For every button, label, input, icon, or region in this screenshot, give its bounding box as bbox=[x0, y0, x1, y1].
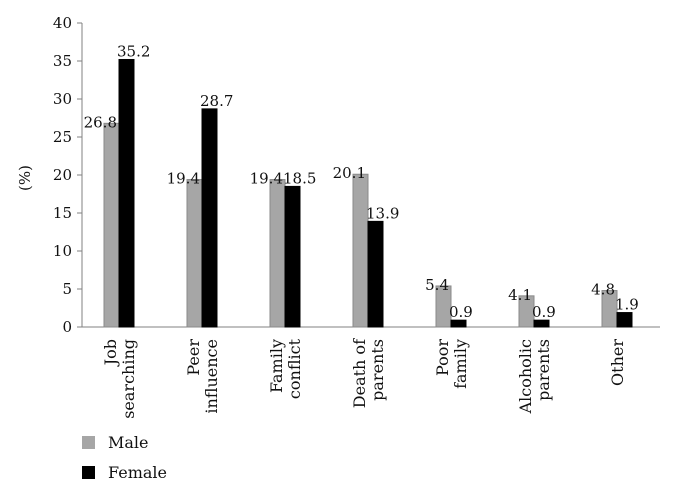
bar-female bbox=[616, 312, 633, 328]
bars bbox=[103, 58, 633, 328]
category-label: conflict bbox=[285, 338, 304, 399]
category-label: Job bbox=[101, 339, 120, 367]
data-label-male: 19.4 bbox=[167, 170, 200, 188]
data-label-male: 4.1 bbox=[508, 286, 532, 304]
bar-male bbox=[269, 179, 286, 328]
y-tick-label: 5 bbox=[62, 280, 72, 298]
bar-male bbox=[518, 295, 535, 328]
y-tick-label: 40 bbox=[53, 14, 72, 32]
bar-female bbox=[201, 108, 218, 328]
category-labels: Job searching Peer influence Family conflict D… bbox=[101, 338, 627, 419]
category-label: Poor bbox=[433, 339, 452, 376]
category-label: influence bbox=[202, 339, 221, 414]
category-label: Death of bbox=[350, 338, 369, 408]
bar-female bbox=[118, 58, 135, 328]
data-label-female: 13.9 bbox=[366, 204, 399, 222]
data-label-female: 0.9 bbox=[449, 303, 473, 321]
bar-male bbox=[186, 179, 203, 328]
bar-female bbox=[533, 319, 550, 328]
y-tick-label: 25 bbox=[53, 128, 72, 146]
legend-swatch-female bbox=[82, 466, 95, 479]
legend-label-male: Male bbox=[108, 433, 149, 452]
data-label-female: 1.9 bbox=[615, 296, 639, 314]
y-tick-label: 10 bbox=[53, 242, 72, 260]
category-label: searching bbox=[119, 339, 138, 419]
y-axis-ticks: 0 5 10 15 20 25 30 35 40 bbox=[53, 14, 82, 336]
legend-swatch-male bbox=[82, 436, 95, 449]
y-tick-label: 20 bbox=[53, 166, 72, 184]
bar-male bbox=[103, 122, 120, 328]
y-axis-title: (%) bbox=[16, 165, 34, 191]
category-label: Alcoholic bbox=[516, 339, 535, 414]
category-label: family bbox=[451, 339, 470, 389]
category-label: Family bbox=[267, 339, 286, 393]
y-tick-label: 30 bbox=[53, 90, 72, 108]
legend-label-female: Female bbox=[108, 463, 167, 482]
legend: Male Female bbox=[82, 433, 167, 482]
data-label-male: 19.4 bbox=[250, 170, 283, 188]
bar-male bbox=[601, 290, 618, 328]
data-labels: 26.835.219.428.719.4 18.5 20.113.95.40.94.… bbox=[84, 42, 639, 321]
bar-male bbox=[352, 173, 369, 328]
category-label: Peer bbox=[184, 339, 203, 376]
data-label-male: 20.1 bbox=[333, 164, 366, 182]
data-label-female: 35.2 bbox=[117, 42, 150, 60]
category-label: parents bbox=[534, 339, 553, 401]
data-label-female: 0.9 bbox=[532, 303, 556, 321]
y-tick-label: 15 bbox=[53, 204, 72, 222]
bar-male bbox=[435, 285, 452, 328]
category-label: Other bbox=[608, 339, 627, 386]
data-label-female: 18.5 bbox=[283, 169, 316, 187]
bar-female bbox=[450, 319, 467, 328]
bar-female bbox=[284, 185, 301, 328]
y-tick-label: 0 bbox=[62, 318, 72, 336]
data-label-male: 26.8 bbox=[84, 113, 117, 131]
data-label-male: 5.4 bbox=[425, 276, 449, 294]
data-label-female: 28.7 bbox=[200, 92, 233, 110]
category-label: parents bbox=[368, 339, 387, 401]
y-tick-label: 35 bbox=[53, 52, 72, 70]
data-label-male: 4.8 bbox=[591, 281, 615, 299]
bar-female bbox=[367, 220, 384, 328]
